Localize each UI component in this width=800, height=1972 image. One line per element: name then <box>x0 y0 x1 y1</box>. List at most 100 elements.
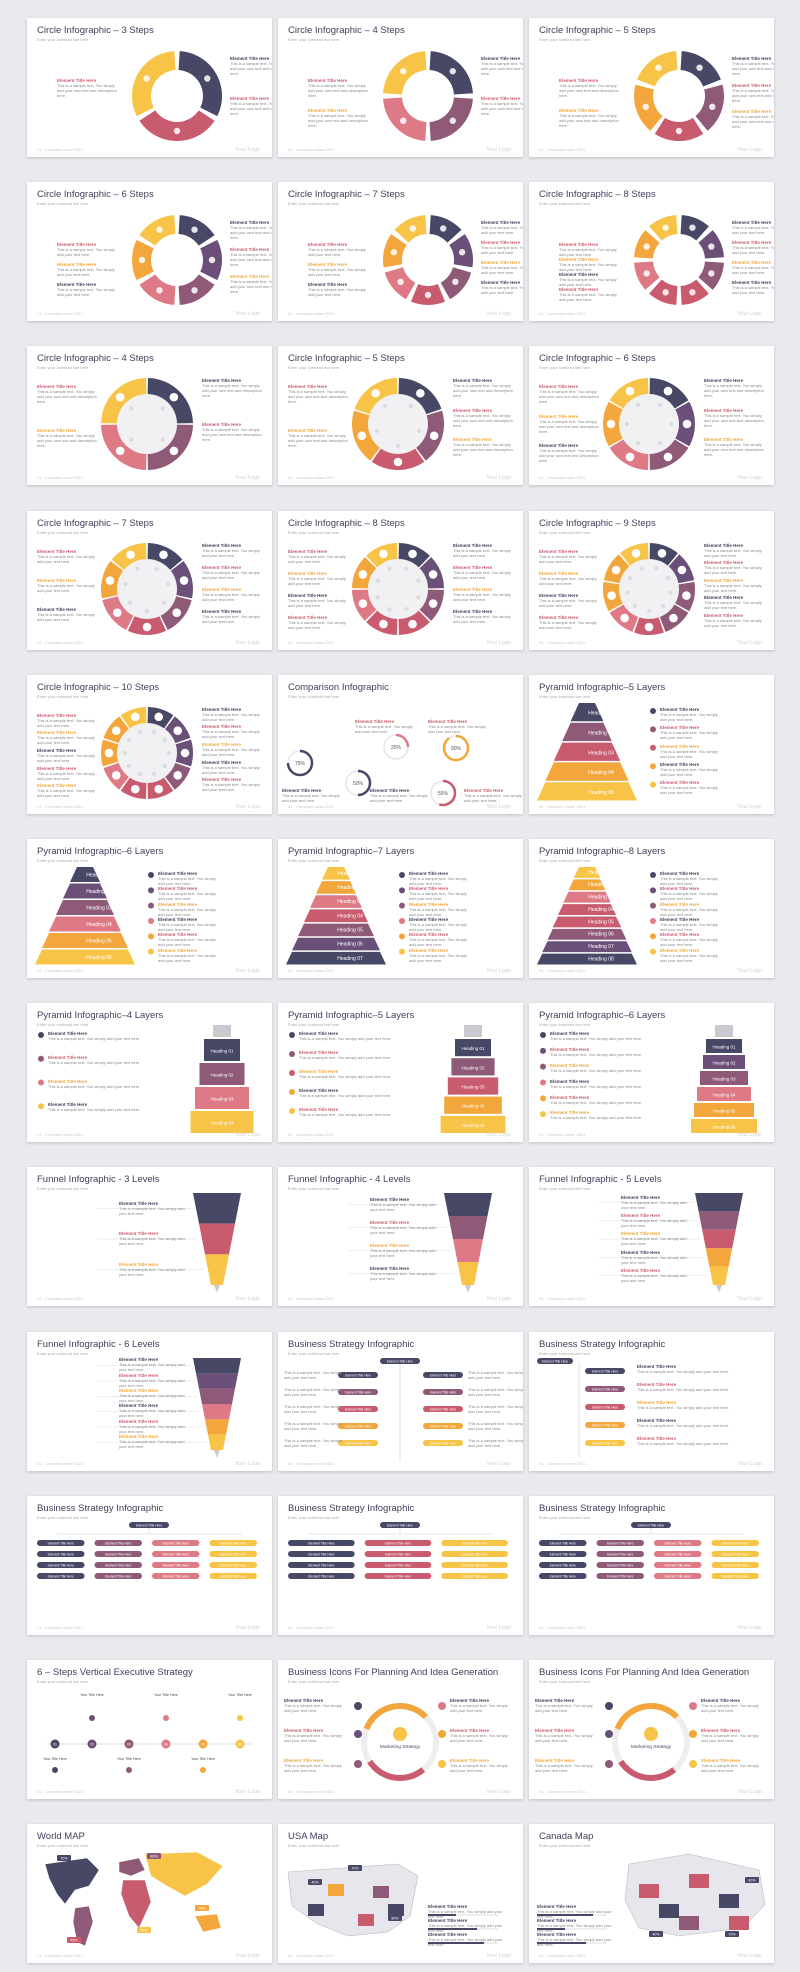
slide-thumbnail[interactable]: Heading 01 Heading 02 Heading 03 Heading 04… <box>529 839 774 978</box>
slide-thumbnail[interactable]: 70% 80% 45% 30% 50% World MAP Enter your subhe… <box>27 1824 272 1964</box>
layer-heading: Heading 05 <box>588 919 614 925</box>
slide-thumbnail[interactable]: Circle Infographic – 8 Steps Enter your s… <box>278 510 523 650</box>
element-title: Element Title Here <box>299 1050 339 1056</box>
pyramid-layer <box>545 762 629 781</box>
step-icon <box>208 256 216 264</box>
element-description: This is a sample text. You simply add yo… <box>559 262 617 273</box>
pill-label: Element Title Here <box>308 1552 334 1556</box>
element-description: This is a sample text. You simply add yo… <box>539 553 597 564</box>
province-region <box>719 1894 739 1909</box>
slide-thumbnail[interactable]: Circle Infographic – 8 Steps Enter your s… <box>529 182 774 322</box>
slide-thumbnail[interactable]: Circle Infographic – 4 Steps Enter your s… <box>27 346 272 486</box>
step-icon <box>663 452 673 462</box>
element-title: Element Title Here <box>119 1262 159 1268</box>
pill-label: Element Title Here <box>550 1563 576 1567</box>
check-icon <box>650 726 656 733</box>
slide-thumbnail[interactable]: Circle Infographic – 3 Steps Enter your s… <box>27 18 272 157</box>
pill-label: Element Title Here <box>345 1424 371 1428</box>
slide-thumbnail[interactable]: Circle Infographic – 5 Steps Enter your s… <box>529 18 774 157</box>
slide-title: Business Strategy Infographic <box>288 1338 415 1350</box>
infographic-graphic <box>603 542 695 635</box>
stack-layer <box>697 1087 751 1102</box>
element-title: Element Title Here <box>550 1094 590 1100</box>
check-icon <box>650 902 656 909</box>
element-title: Element Title Here <box>37 577 77 583</box>
element-description: This is a sample text. You simply add yo… <box>119 1267 185 1278</box>
slide-thumbnail[interactable]: Circle Infographic – 6 Steps Enter your s… <box>27 182 272 322</box>
slide-thumbnail[interactable]: Element Title Here Element Title Here Elem… <box>27 1495 272 1635</box>
pyramid-layer <box>322 867 350 880</box>
slide-thumbnail[interactable]: Heading 01 Heading 02 Heading 03 Heading 04… <box>529 674 774 814</box>
step-icon <box>111 770 121 780</box>
slide-thumbnail[interactable]: Marketing Strategy Business Icons For Pla… <box>529 1660 774 1799</box>
layer-heading: Heading 04 <box>210 1121 234 1126</box>
element-description: This is a sample text. You simply add yo… <box>660 711 718 722</box>
slide-thumbnail[interactable]: Circle Infographic – 6 Steps Enter your s… <box>529 346 774 486</box>
slide-thumbnail[interactable]: Funnel Infographic - 5 Levels Enter your … <box>529 1167 774 1307</box>
slide-thumbnail[interactable]: Heading 01 Heading 02 Heading 03 Heading 04… <box>278 839 523 978</box>
slide-thumbnail[interactable]: Funnel Infographic - 6 Levels Enter your … <box>27 1331 272 1471</box>
slide-thumbnail[interactable]: Circle Infographic – 4 Steps Enter your s… <box>278 18 523 157</box>
slide-thumbnail[interactable]: Marketing Strategy Business Icons For Pla… <box>278 1660 523 1799</box>
element-title: Element Title Here <box>158 947 198 953</box>
element-title: Element Title Here <box>660 780 700 786</box>
element-description: This is a sample text. You simply add yo… <box>550 1099 643 1105</box>
step-icon <box>169 393 179 402</box>
layer-heading: Heading 03 <box>712 1077 736 1082</box>
element-description: This is a sample text. You simply add yo… <box>158 937 216 948</box>
slide-thumbnail[interactable]: Circle Infographic – 7 Steps Enter your s… <box>27 510 272 650</box>
pill-label: Element Title Here <box>105 1563 131 1567</box>
slide-thumbnail[interactable]: Element Title Here Element Title Here Elem… <box>529 1495 774 1635</box>
element-title: Element Title Here <box>119 1387 159 1393</box>
stack-layer <box>195 1087 249 1110</box>
element-description: This is a sample text. You simply add yo… <box>453 569 511 580</box>
slide-thumbnail[interactable]: Circle Infographic – 9 Steps Enter your s… <box>529 510 774 650</box>
element-description: This is a sample text. You simply add yo… <box>537 1923 612 1934</box>
element-description: This is a sample text. You simply add yo… <box>453 547 511 558</box>
slide-thumbnail[interactable]: Circle Infographic – 5 Steps Enter your s… <box>278 346 523 486</box>
pill-label: Element Title Here <box>308 1563 334 1567</box>
slide-thumbnail[interactable]: Heading 01 Heading 02 Heading 03 Heading 04… <box>27 1003 272 1143</box>
slide-thumbnail[interactable]: 80% 40% 70% Canada Map Enter your subhead li… <box>529 1824 774 1964</box>
element-title: Element Title Here <box>539 443 579 449</box>
slide-thumbnail[interactable]: Heading 01 Heading 02 Heading 03 Heading 04… <box>27 839 272 978</box>
slide-thumbnail[interactable]: Funnel Infographic - 4 Levels Enter your … <box>278 1167 523 1307</box>
slide-thumbnail[interactable]: Element Title Here Element Title Here Elem… <box>278 1331 523 1471</box>
pyramid-layer <box>63 883 107 899</box>
element-description: This is a sample text. You simply add yo… <box>370 1247 436 1258</box>
slide-title: Circle Infographic – 4 Steps <box>288 25 405 36</box>
slide-thumbnail[interactable]: 75% 50% 25% 90% 55% Comparison Infographic Ent… <box>278 674 523 814</box>
element-title: Element Title Here <box>550 1031 590 1037</box>
slide-thumbnail[interactable]: Element Title Here Element Title Here Elem… <box>278 1495 523 1635</box>
slide-thumbnail[interactable]: Circle Infographic – 10 Steps Enter your … <box>27 674 272 814</box>
strategy-pill <box>654 1572 702 1579</box>
element-title: Element Title Here <box>37 712 77 718</box>
slide-subtitle: Enter your subhead line here <box>539 1514 591 1520</box>
slide-footer-company: 01 · Company name 2021 <box>288 1132 335 1138</box>
slide-thumbnail[interactable]: Circle Infographic – 7 Steps Enter your s… <box>278 182 523 322</box>
slide-thumbnail[interactable]: 40% 70% 80% USA Map Enter your subhead line … <box>278 1824 523 1964</box>
strategy-pill <box>152 1572 200 1579</box>
element-title: Element Title Here <box>428 718 468 724</box>
slide-thumbnail[interactable]: Element Title Here Element Title Here Elem… <box>529 1331 774 1471</box>
step-icon <box>115 446 125 456</box>
element-description: This is a sample text. You simply add yo… <box>481 265 523 276</box>
slide-thumbnail[interactable]: Funnel Infographic - 3 Levels Enter your … <box>27 1167 272 1307</box>
slide-thumbnail[interactable]: Heading 01 Heading 02 Heading 03 Heading 04… <box>278 1003 523 1143</box>
slide-thumbnail[interactable]: Heading 01 Heading 02 Heading 03 Heading 04… <box>529 1003 774 1143</box>
element-description: This is a sample text. You simply add yo… <box>428 1937 503 1948</box>
progress-fill <box>537 1942 586 1945</box>
infographic-graphic: Element Title Here Element Title Here Elem… <box>338 1357 463 1462</box>
inner-icon <box>404 606 409 612</box>
slide-thumbnail[interactable]: 01 Your Title Here 02 Your Title Here 03 Your… <box>27 1660 272 1799</box>
